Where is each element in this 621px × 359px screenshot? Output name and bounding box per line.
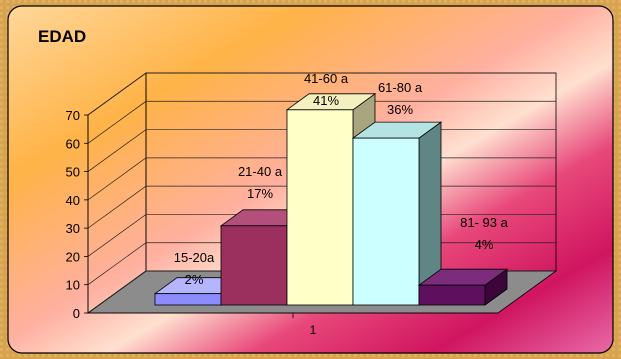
data-label: 61-80 a (378, 80, 423, 95)
bar-front (154, 293, 222, 306)
data-label: 36% (387, 102, 413, 117)
y-tick-label: 0 (73, 306, 80, 321)
bar-front (418, 284, 486, 306)
data-label: 41% (313, 93, 339, 108)
y-tick-label: 50 (66, 165, 80, 180)
y-tick-label: 30 (66, 221, 80, 236)
y-tick-label: 20 (66, 249, 80, 264)
x-tick-label: 1 (310, 323, 317, 337)
grid-line (87, 100, 556, 144)
y-tick-label: 40 (66, 193, 80, 208)
bar (351, 121, 443, 306)
data-label: 2% (185, 272, 204, 287)
chart-title: EDAD (38, 27, 86, 46)
y-axis: 0 10 20 30 40 50 60 70 (66, 108, 498, 321)
data-label: 4% (475, 237, 494, 252)
y-tick-label: 60 (66, 136, 80, 151)
bar-front (220, 225, 288, 306)
data-label: 41-60 a (304, 71, 349, 86)
grid-line (87, 72, 556, 116)
bar-group (153, 93, 509, 306)
y-tick-label: 70 (66, 108, 80, 123)
data-label: 17% (247, 186, 273, 201)
data-label: 81- 93 a (460, 215, 508, 230)
bar (417, 268, 509, 306)
bar-front (352, 137, 420, 306)
data-label: 21-40 a (238, 164, 283, 179)
data-labels: 15-20a 2% 21-40 a 17% 41-60 a 41% 61-80 a 36% 81… (174, 71, 509, 287)
y-tick-label: 10 (66, 278, 80, 293)
data-label: 15-20a (174, 250, 215, 265)
bar-front (286, 109, 354, 306)
